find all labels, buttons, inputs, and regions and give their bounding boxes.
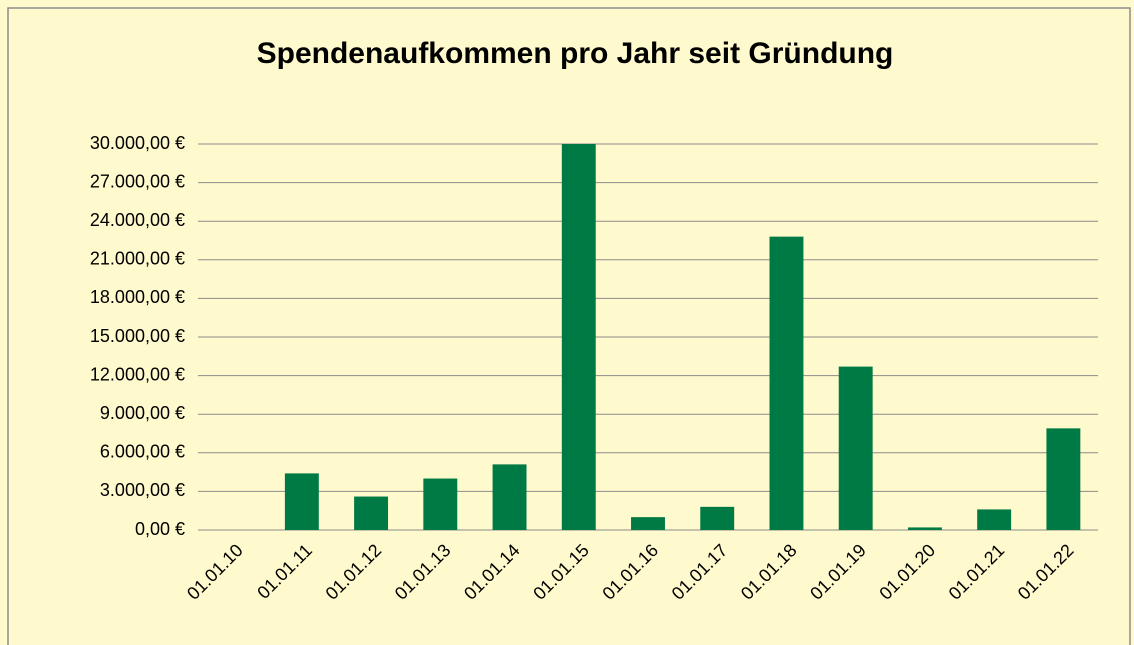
y-tick-label: 27.000,00 € xyxy=(90,171,185,191)
y-tick-label: 30.000,00 € xyxy=(90,133,185,153)
bar xyxy=(977,509,1012,530)
y-tick-label: 15.000,00 € xyxy=(90,326,185,346)
chart-title: Spendenaufkommen pro Jahr seit Gründung xyxy=(257,37,894,70)
chart-border xyxy=(7,7,1131,645)
bar xyxy=(354,496,389,530)
bar xyxy=(561,144,596,530)
y-tick-label: 12.000,00 € xyxy=(90,364,185,384)
bar xyxy=(492,464,527,530)
y-tick-label: 24.000,00 € xyxy=(90,210,185,230)
bar xyxy=(838,366,873,530)
bar xyxy=(700,506,735,530)
y-tick-label: 3.000,00 € xyxy=(100,480,185,500)
y-tick-label: 9.000,00 € xyxy=(100,403,185,423)
bar xyxy=(907,527,942,530)
y-tick-label: 6.000,00 € xyxy=(100,442,185,462)
bar xyxy=(423,478,458,530)
bar xyxy=(1046,428,1081,530)
y-tick-label: 18.000,00 € xyxy=(90,287,185,307)
y-tick-label: 0,00 € xyxy=(135,519,185,539)
bar xyxy=(631,517,665,530)
bar xyxy=(769,236,804,530)
bar xyxy=(284,473,319,530)
y-tick-label: 21.000,00 € xyxy=(90,249,185,269)
